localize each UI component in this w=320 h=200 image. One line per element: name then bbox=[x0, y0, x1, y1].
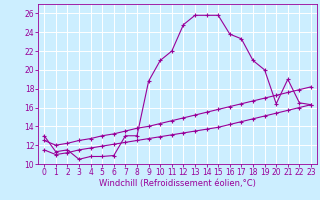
X-axis label: Windchill (Refroidissement éolien,°C): Windchill (Refroidissement éolien,°C) bbox=[99, 179, 256, 188]
